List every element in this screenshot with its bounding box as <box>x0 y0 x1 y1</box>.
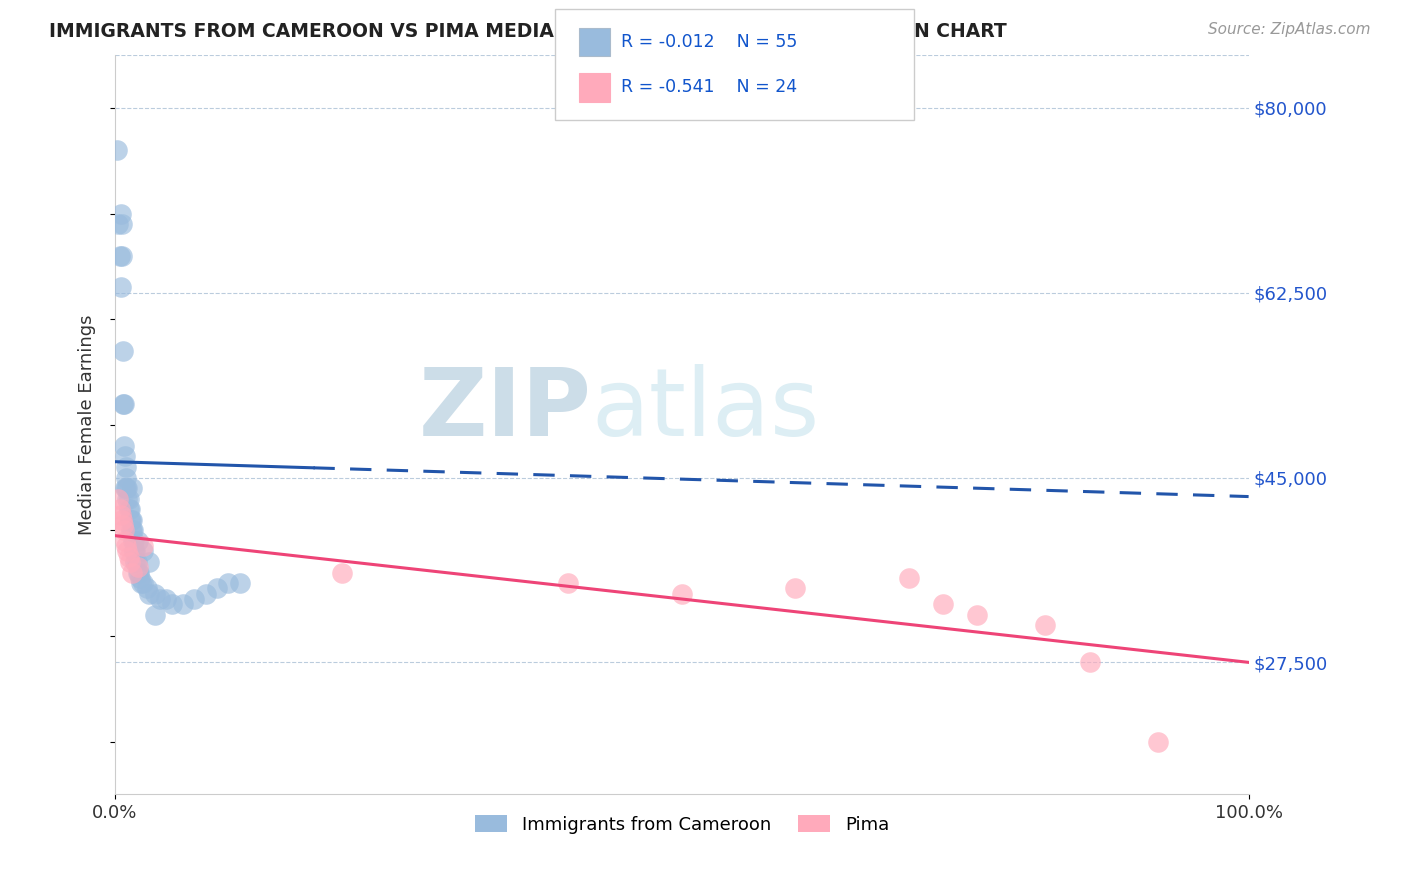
Point <box>194 587 217 601</box>
Point <box>129 571 152 585</box>
Point <box>149 592 172 607</box>
Point <box>1033 618 1056 632</box>
Point <box>107 491 129 506</box>
Point <box>108 502 131 516</box>
Point <box>111 518 134 533</box>
Point <box>114 533 136 548</box>
Point <box>111 249 134 263</box>
Point <box>121 524 143 538</box>
Point <box>172 597 194 611</box>
Point <box>121 513 143 527</box>
Point <box>121 481 143 495</box>
Text: Source: ZipAtlas.com: Source: ZipAtlas.com <box>1208 22 1371 37</box>
Point <box>121 566 143 580</box>
Point <box>671 587 693 601</box>
Point <box>127 533 149 548</box>
Point <box>143 587 166 601</box>
Point <box>135 582 157 596</box>
Point <box>114 450 136 464</box>
Point <box>105 143 128 157</box>
Point <box>132 544 155 558</box>
Point <box>124 533 146 548</box>
Point <box>183 592 205 607</box>
Point <box>111 513 134 527</box>
Point <box>110 206 132 220</box>
Point <box>118 502 141 516</box>
Text: R = -0.541    N = 24: R = -0.541 N = 24 <box>621 78 797 96</box>
Point <box>217 576 239 591</box>
Point <box>120 524 142 538</box>
Point <box>143 607 166 622</box>
Point <box>127 566 149 580</box>
Point <box>138 555 160 569</box>
Point <box>108 249 131 263</box>
Point <box>117 502 139 516</box>
Text: atlas: atlas <box>591 364 820 456</box>
Point <box>125 555 148 569</box>
Legend: Immigrants from Cameroon, Pima: Immigrants from Cameroon, Pima <box>467 807 896 841</box>
Point <box>110 508 132 522</box>
Point <box>160 597 183 611</box>
Point <box>115 539 138 553</box>
Point <box>118 555 141 569</box>
Point <box>1147 734 1170 748</box>
Point <box>785 582 807 596</box>
Point <box>897 571 920 585</box>
Point <box>132 576 155 591</box>
Point <box>129 576 152 591</box>
Point <box>205 582 228 596</box>
Point <box>228 576 250 591</box>
Point <box>132 539 155 553</box>
Point <box>117 481 139 495</box>
Point <box>330 566 353 580</box>
Y-axis label: Median Female Earnings: Median Female Earnings <box>79 315 96 535</box>
Point <box>114 481 136 495</box>
Point <box>124 544 146 558</box>
Point <box>966 607 988 622</box>
Text: R = -0.012    N = 55: R = -0.012 N = 55 <box>621 33 797 51</box>
Point <box>122 524 145 538</box>
Text: IMMIGRANTS FROM CAMEROON VS PIMA MEDIAN FEMALE EARNINGS CORRELATION CHART: IMMIGRANTS FROM CAMEROON VS PIMA MEDIAN … <box>49 22 1007 41</box>
Point <box>115 481 138 495</box>
Point <box>107 217 129 231</box>
Point <box>112 524 135 538</box>
Point <box>117 491 139 506</box>
Point <box>1078 656 1101 670</box>
Point <box>111 397 134 411</box>
Point <box>115 460 138 475</box>
Point <box>111 343 134 358</box>
Point <box>557 576 579 591</box>
Point <box>128 566 150 580</box>
Point <box>117 549 139 564</box>
Point <box>124 544 146 558</box>
Point <box>111 217 134 231</box>
Point <box>122 533 145 548</box>
Point <box>112 397 135 411</box>
Point <box>127 560 149 574</box>
Text: ZIP: ZIP <box>418 364 591 456</box>
Point <box>117 491 139 506</box>
Point <box>110 280 132 294</box>
Point <box>155 592 177 607</box>
Point <box>118 513 141 527</box>
Point <box>931 597 953 611</box>
Point <box>120 513 142 527</box>
Point <box>124 555 146 569</box>
Point <box>138 587 160 601</box>
Point <box>112 439 135 453</box>
Point <box>115 470 138 484</box>
Point <box>117 544 139 558</box>
